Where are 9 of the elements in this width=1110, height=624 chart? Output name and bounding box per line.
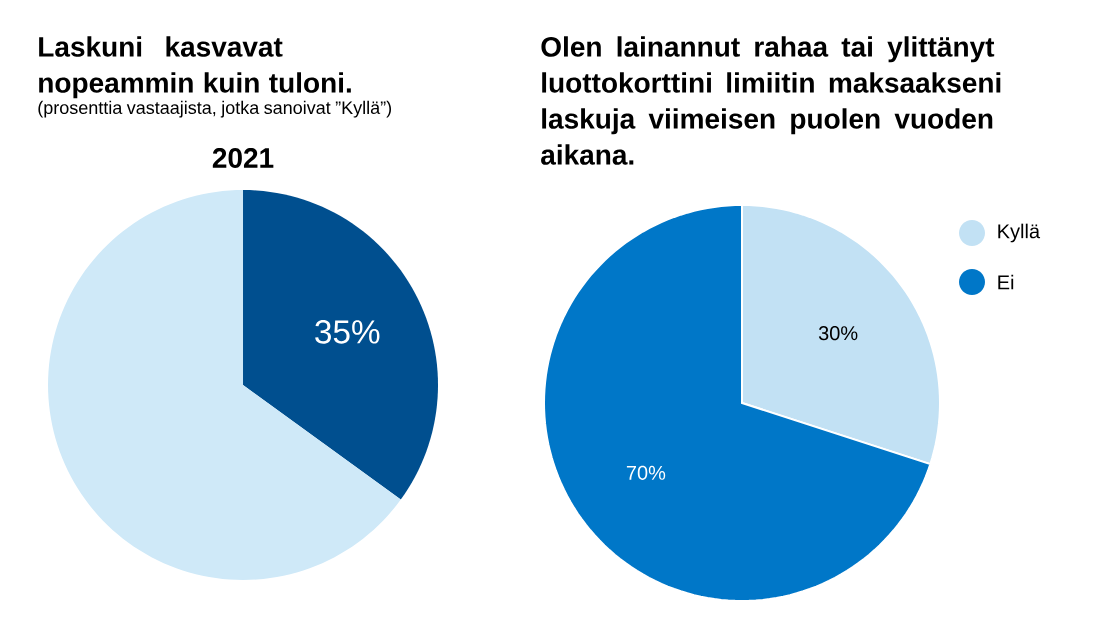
chart-subtitle: (prosenttia vastaajista, jotka sanoivat ”Kyllä”) xyxy=(38,100,392,118)
legend-label: Kyllä xyxy=(998,223,1041,243)
chart-title: Laskuni kasvavat nopeammin kuin tuloni. xyxy=(39,36,351,99)
text: 2021 xyxy=(212,148,274,168)
data-label: 35% xyxy=(315,320,380,344)
chart-title: Olen lainannut rahaa tai ylittänyt luottokorttini limiitin maksaakseni laskuja viimeisen puolen vuoden aikana. xyxy=(541,36,1001,165)
data-label: 70% xyxy=(626,465,666,480)
data-label: 30% xyxy=(818,326,858,341)
legend-label: Ei xyxy=(998,274,1014,290)
